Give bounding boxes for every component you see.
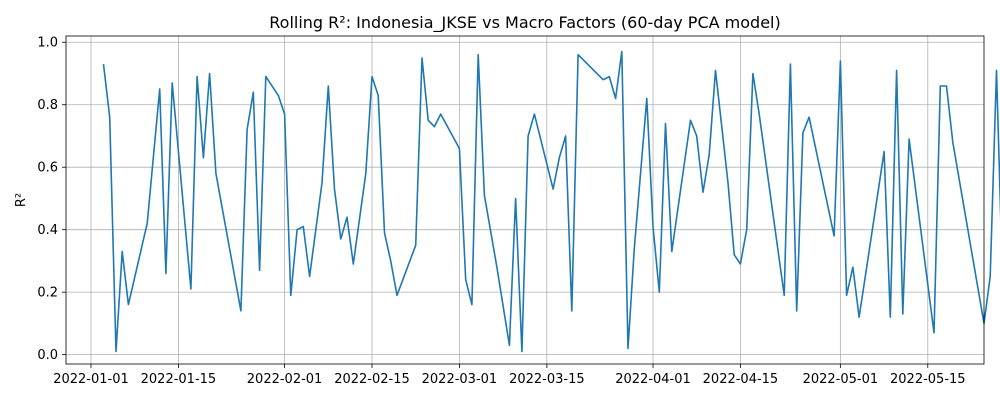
plot-area — [102, 50, 1000, 353]
series-line-0 — [102, 50, 1000, 353]
x-tick-label: 2022-01-15 — [141, 372, 217, 387]
axes-frame — [65, 35, 985, 365]
y-axis-label: R² — [14, 193, 29, 207]
x-tick-label: 2022-04-15 — [703, 372, 779, 387]
y-tick-label: 0.6 — [37, 161, 58, 176]
y-tick-label: 0.8 — [37, 98, 58, 113]
y-axis: 0.0 0.2 0.4 0.6 0.8 1.0 — [37, 36, 66, 363]
x-tick-label: 2022-05-15 — [890, 372, 966, 387]
y-tick-label: 0.4 — [37, 223, 58, 238]
x-tick-label: 2022-02-15 — [334, 372, 410, 387]
x-axis: 2022-01-01 2022-01-15 2022-02-01 2022-02-15… — [53, 364, 966, 387]
x-tick-label: 2022-04-01 — [615, 372, 691, 387]
grid — [66, 36, 984, 364]
x-tick-label: 2022-01-01 — [53, 372, 129, 387]
chart-title: Rolling R²: Indonesia_JKSE vs Macro Fact… — [269, 13, 780, 33]
y-tick-label: 1.0 — [37, 36, 58, 51]
x-tick-label: 2022-03-01 — [422, 372, 498, 387]
x-tick-label: 2022-05-01 — [803, 372, 879, 387]
y-tick-label: 0.0 — [37, 348, 58, 363]
x-tick-label: 2022-03-15 — [509, 372, 585, 387]
y-tick-label: 0.2 — [37, 286, 58, 301]
x-tick-label: 2022-02-01 — [247, 372, 323, 387]
